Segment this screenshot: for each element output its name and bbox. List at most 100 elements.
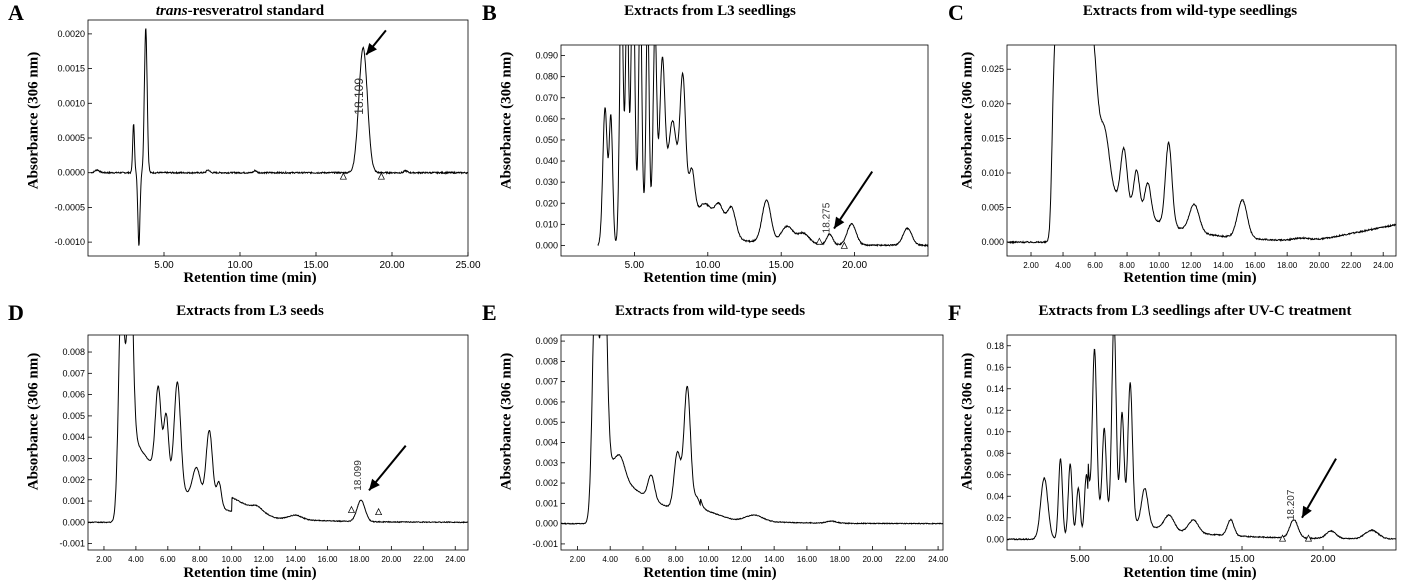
chart-title: trans-resveratrol standard	[80, 3, 400, 20]
x-tick-label: 12.00	[1181, 261, 1202, 270]
y-tick-label: 0.060	[535, 114, 558, 124]
chromatogram-trace	[561, 335, 943, 525]
y-tick-label: 0.006	[62, 390, 85, 400]
integration-marker	[840, 241, 848, 249]
integration-marker	[377, 172, 385, 180]
y-tick-label: 0.010	[981, 168, 1004, 178]
y-tick-label: 0.16	[986, 362, 1004, 372]
chart-c: 0.000 0.005 0.010 0.015 0.020 0.025 2.00 4.00 6.…	[981, 44, 1397, 270]
x-tick-label: 4.00	[128, 555, 144, 564]
x-tick-label: 15.00	[1230, 554, 1255, 565]
x-tick-label: 2.00	[1023, 261, 1039, 270]
plot-frame	[560, 44, 929, 257]
x-tick-label: 10.00	[227, 260, 252, 271]
x-tick-label: 24.00	[445, 555, 466, 564]
y-tick-label: 0.020	[535, 198, 558, 208]
integration-marker	[339, 172, 347, 180]
x-tick-label: 12.00	[254, 555, 275, 564]
y-tick-label: 0.050	[535, 135, 558, 145]
x-tick-label: 8.00	[1119, 261, 1135, 270]
x-tick-label: 10.00	[1149, 261, 1170, 270]
x-tick-label: 2.00	[96, 555, 112, 564]
x-tick-label: 20.00	[1311, 554, 1336, 565]
arrow-head	[1301, 505, 1312, 518]
x-tick-label: 6.00	[1087, 261, 1103, 270]
x-tick-label: 8.00	[192, 555, 208, 564]
plot-frame	[87, 334, 469, 551]
x-tick-label: 18.00	[349, 555, 370, 564]
x-tick-label: 10.00	[699, 555, 720, 564]
y-axis-label: Absorbance (306 nm)	[498, 352, 515, 491]
x-tick-label: 12.00	[731, 555, 752, 564]
chromatogram-trace	[1007, 335, 1396, 541]
y-tick-label: 0.000	[62, 517, 85, 527]
y-tick-label: 0.14	[986, 384, 1004, 394]
x-axis-label: Retention time (min)	[183, 565, 317, 581]
panel-letter: A	[8, 0, 24, 25]
y-tick-label: 0.007	[62, 368, 85, 378]
x-tick-label: 4.00	[602, 555, 618, 564]
chromatogram-trace	[88, 335, 468, 524]
integration-marker	[1304, 534, 1313, 542]
y-tick-label: 0.0005	[57, 133, 85, 143]
chart-title-rest: -resveratrol standard	[187, 3, 325, 19]
x-tick-label: 4.00	[1055, 261, 1071, 270]
x-axis-label: Retention time (min)	[643, 565, 777, 581]
y-tick-label: 0.00	[986, 534, 1004, 544]
chromatogram-trace	[1007, 45, 1396, 245]
chart-title: Extracts from L3 seedlings after UV-C tr…	[1038, 303, 1352, 319]
y-tick-label: 0.025	[981, 64, 1004, 74]
x-tick-label: 20.00	[1309, 261, 1330, 270]
plot-frame	[560, 334, 944, 551]
y-tick-label: 0.000	[535, 519, 558, 529]
y-tick-label: 0.005	[535, 417, 558, 427]
x-tick-label: 5.00	[154, 260, 174, 271]
arrow-head	[369, 478, 380, 491]
x-tick-label: 15.00	[769, 260, 794, 271]
y-tick-label: 0.0000	[57, 168, 85, 178]
x-tick-label: 22.00	[1341, 261, 1362, 270]
y-tick-label: 0.030	[535, 177, 558, 187]
chart-e: -0.001 0.000 0.001 0.002 0.003 0.004 0.005 0.00…	[532, 334, 949, 564]
y-tick-label: 0.04	[986, 491, 1004, 501]
y-tick-label: 0.12	[986, 405, 1004, 415]
x-tick-label: 24.00	[928, 555, 949, 564]
arrow-shaft	[1301, 458, 1337, 519]
y-tick-label: 0.0020	[57, 29, 85, 39]
y-tick-label: -0.001	[59, 539, 85, 549]
x-tick-label: 25.00	[455, 260, 480, 271]
x-tick-label: 15.00	[303, 260, 328, 271]
chart-title: Extracts from wild-type seeds	[614, 303, 806, 319]
integration-marker	[347, 505, 356, 513]
plot-frame	[1006, 334, 1397, 551]
x-tick-label: 10.00	[695, 260, 720, 271]
integration-marker	[375, 507, 383, 516]
peak-label: 18.109	[352, 78, 366, 115]
x-tick-label: 14.00	[286, 555, 307, 564]
chart-title: Extracts from L3 seedlings	[624, 3, 796, 19]
y-tick-label: 0.005	[62, 411, 85, 421]
y-tick-label: 0.000	[535, 240, 558, 250]
y-tick-label: 0.18	[986, 341, 1004, 351]
x-tick-label: 20.00	[842, 260, 867, 271]
x-tick-label: 6.00	[635, 555, 651, 564]
y-tick-label: 0.0015	[57, 64, 85, 74]
y-axis-label: Absorbance (306 nm)	[959, 51, 976, 190]
y-tick-label: 0.040	[535, 156, 558, 166]
peak-label: 18.275	[822, 202, 833, 233]
panel-letter: D	[8, 300, 24, 325]
y-tick-label: 0.001	[62, 496, 85, 506]
x-tick-label: 10.00	[222, 555, 243, 564]
y-tick-label: 0.005	[981, 203, 1004, 213]
chart-a: -0.0010 -0.0005 0.0000 0.0005 0.0010 0.0015 0.…	[54, 19, 481, 271]
x-tick-label: 20.00	[862, 555, 883, 564]
chart-f: 0.00 0.02 0.04 0.06 0.08 0.10 0.12 0.14 0.16 0.18…	[986, 334, 1397, 565]
peak-label: 18.099	[353, 460, 364, 491]
x-tick-label: 2.00	[570, 555, 586, 564]
chart-b: 0.000 0.010 0.020 0.030 0.040 0.050 0.060 0.070…	[535, 44, 929, 271]
x-tick-label: 8.00	[668, 555, 684, 564]
chart-title-italic: trans	[155, 3, 188, 19]
x-tick-label: 22.00	[413, 555, 434, 564]
y-tick-label: 0.070	[535, 93, 558, 103]
